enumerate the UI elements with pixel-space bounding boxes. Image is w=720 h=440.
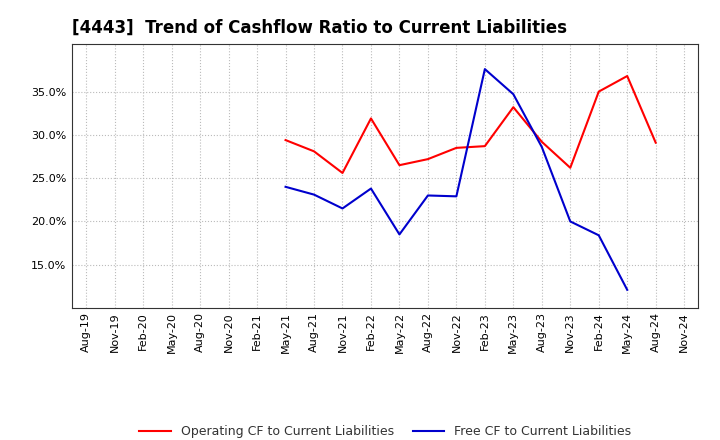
Operating CF to Current Liabilities [282, 137, 290, 143]
Free CF to Current Liabilities [566, 219, 575, 224]
Operating CF to Current Liabilities [623, 73, 631, 79]
Text: [4443]  Trend of Cashflow Ratio to Current Liabilities: [4443] Trend of Cashflow Ratio to Curren… [72, 19, 567, 37]
Free CF to Current Liabilities [623, 287, 631, 293]
Line: Operating CF to Current Liabilities: Operating CF to Current Liabilities [286, 76, 656, 173]
Free CF to Current Liabilities [338, 206, 347, 211]
Operating CF to Current Liabilities [480, 143, 489, 149]
Free CF to Current Liabilities [366, 186, 375, 191]
Line: Free CF to Current Liabilities: Free CF to Current Liabilities [286, 69, 627, 290]
Legend: Operating CF to Current Liabilities, Free CF to Current Liabilities: Operating CF to Current Liabilities, Fre… [140, 425, 631, 438]
Operating CF to Current Liabilities [537, 139, 546, 144]
Operating CF to Current Liabilities [452, 145, 461, 150]
Operating CF to Current Liabilities [509, 105, 518, 110]
Operating CF to Current Liabilities [595, 89, 603, 94]
Free CF to Current Liabilities [282, 184, 290, 190]
Operating CF to Current Liabilities [423, 157, 432, 162]
Free CF to Current Liabilities [480, 66, 489, 72]
Operating CF to Current Liabilities [652, 140, 660, 145]
Free CF to Current Liabilities [509, 92, 518, 97]
Operating CF to Current Liabilities [566, 165, 575, 170]
Free CF to Current Liabilities [423, 193, 432, 198]
Operating CF to Current Liabilities [366, 116, 375, 121]
Free CF to Current Liabilities [452, 194, 461, 199]
Free CF to Current Liabilities [395, 232, 404, 237]
Operating CF to Current Liabilities [310, 149, 318, 154]
Operating CF to Current Liabilities [395, 162, 404, 168]
Free CF to Current Liabilities [595, 233, 603, 238]
Free CF to Current Liabilities [537, 144, 546, 150]
Free CF to Current Liabilities [310, 192, 318, 197]
Operating CF to Current Liabilities [338, 170, 347, 176]
